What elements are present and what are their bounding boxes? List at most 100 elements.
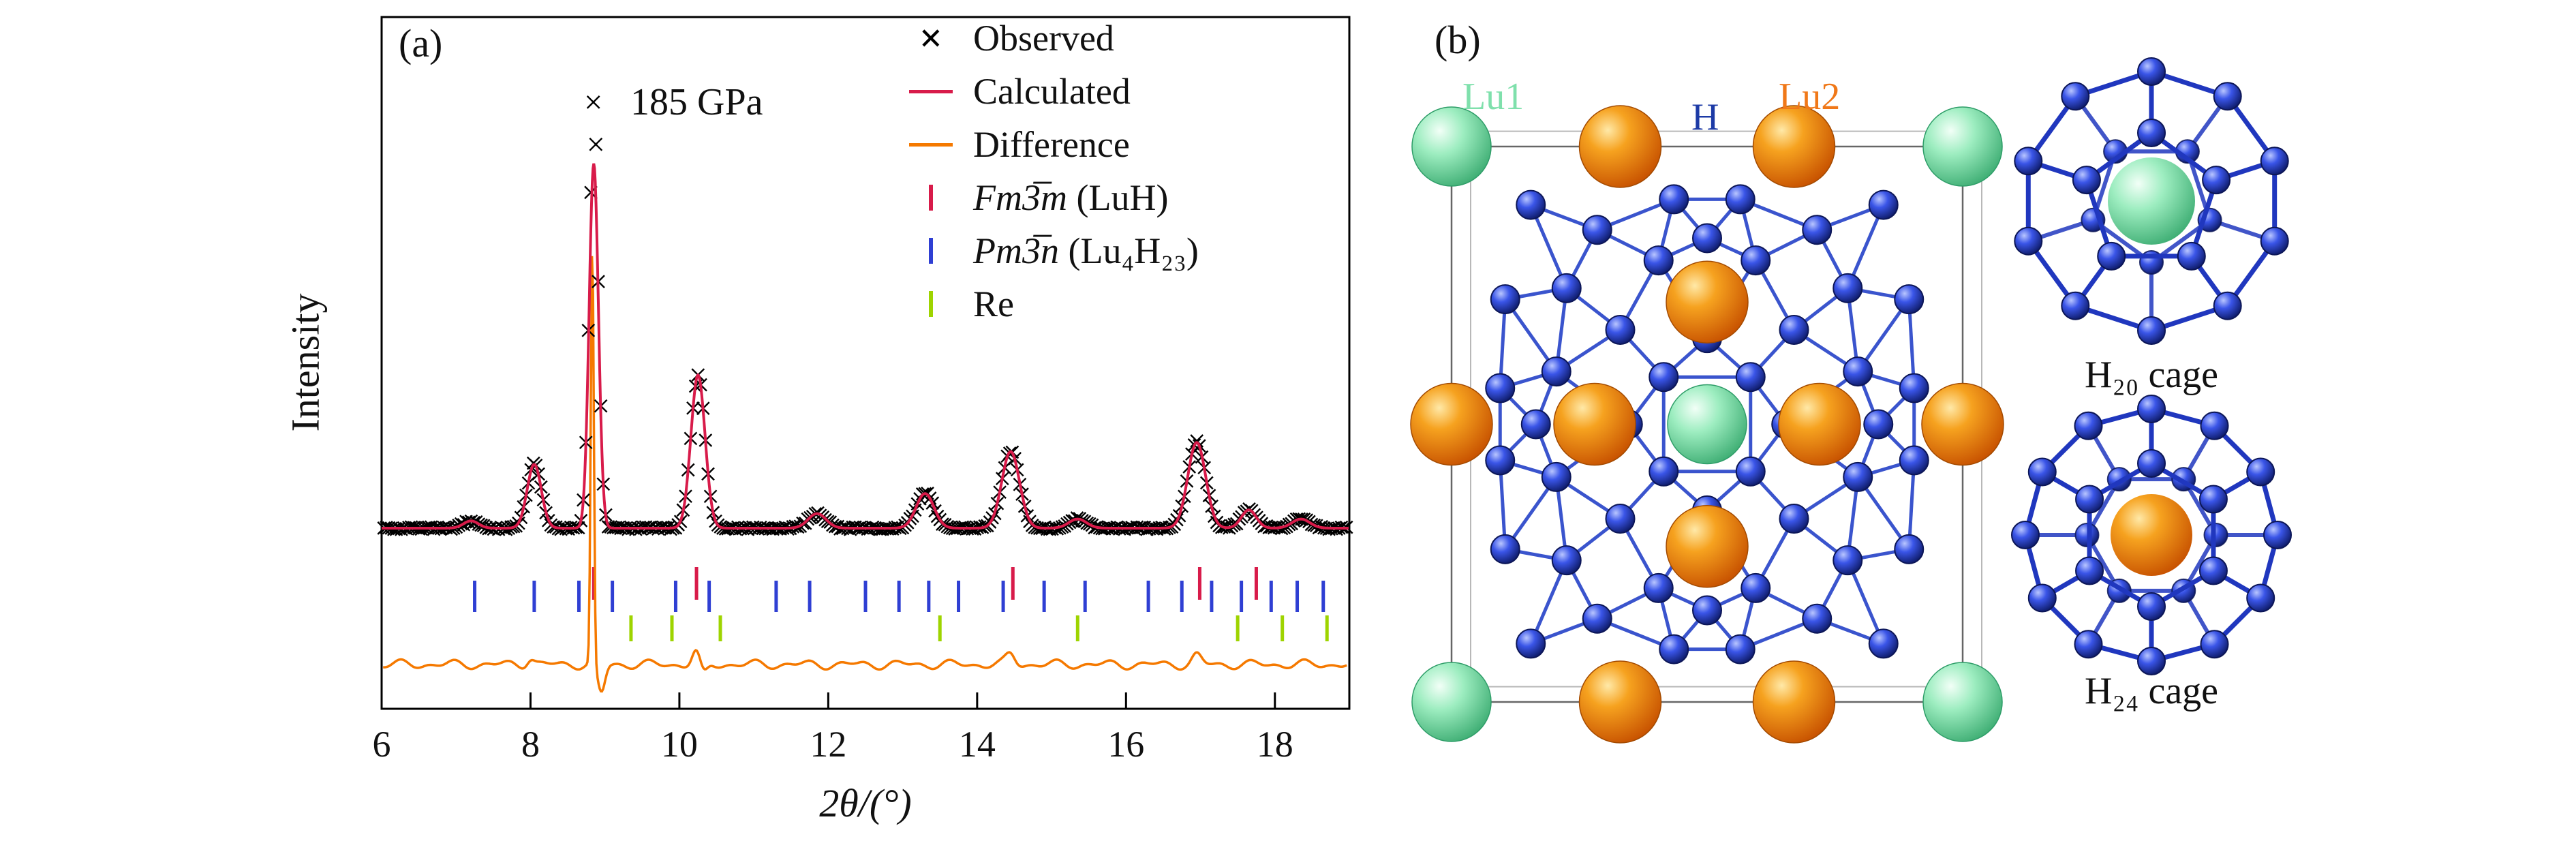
h-atom — [1779, 314, 1809, 345]
x-tick-label: 6 — [373, 724, 391, 765]
legend-label: Observed — [973, 18, 1114, 59]
h-atom — [2137, 395, 2166, 423]
line-swatch-icon — [906, 89, 955, 93]
label-lu2: Lu2 — [1779, 76, 1841, 118]
h-atom — [1485, 373, 1516, 403]
h-atom — [1741, 572, 1771, 603]
h-atom — [2263, 521, 2292, 549]
lu1-atom — [1411, 106, 1492, 187]
h-atom — [1833, 273, 1863, 303]
h-atom — [1894, 534, 1925, 564]
h-atom — [2260, 226, 2289, 256]
h-atom — [2200, 630, 2229, 659]
h-atom — [1899, 445, 1929, 476]
x-tick-label: 10 — [661, 724, 698, 765]
panel-a-tag: (a) — [399, 21, 443, 65]
difference-series — [383, 256, 1347, 693]
legend-label: Fm3̅m (LuH) — [973, 177, 1169, 218]
legend-label: Calculated — [973, 71, 1131, 112]
h-atom — [2074, 630, 2103, 659]
h-atom — [2213, 291, 2242, 320]
phase-ticks-1 — [473, 581, 1325, 612]
legend-item: × Observed — [906, 18, 1199, 59]
observed-series — [377, 95, 1353, 536]
h-atom — [2137, 119, 2166, 147]
h-atom — [2260, 147, 2289, 176]
h-atom — [2137, 592, 2166, 621]
h-atom — [1649, 456, 1679, 487]
xrd-chart: 6 8 10 12 14 16 18 — [373, 16, 1353, 765]
h-atom — [1516, 189, 1546, 220]
h-atom — [1551, 545, 1582, 576]
h24-cage-center-atom — [2111, 494, 2192, 576]
lu2-atom — [1553, 382, 1636, 466]
h20-cage — [2014, 57, 2289, 345]
h-atom — [1868, 628, 1899, 659]
h-atom — [2011, 521, 2040, 549]
h-atom — [2027, 457, 2057, 487]
lu2-atom — [1778, 382, 1861, 466]
h-atom — [2014, 226, 2043, 256]
h-atom — [1894, 284, 1925, 315]
h24-cage — [2011, 395, 2292, 675]
lu1-atoms — [1411, 106, 2003, 742]
h-atom — [1485, 445, 1516, 476]
h-atom — [2072, 166, 2101, 195]
lu2-atoms — [1410, 105, 2004, 744]
legend: × Observed Calculated Difference Fm3̅m (LuH)… — [906, 18, 1199, 324]
h-atom — [2137, 316, 2166, 345]
x-tick-label: 14 — [959, 724, 996, 765]
h-atom — [2200, 411, 2229, 440]
h-atom — [1659, 184, 1689, 215]
axes: 6 8 10 12 14 16 18 — [373, 16, 1351, 765]
h-atom — [1582, 603, 1612, 634]
h-atom — [1605, 314, 1636, 345]
h20-cage-front — [2014, 57, 2289, 345]
y-axis-label: Intensity — [283, 293, 328, 432]
h-atom — [2061, 291, 2090, 320]
crystal-structure — [1410, 57, 2292, 744]
h-atom — [1659, 634, 1689, 664]
h-atom — [1802, 215, 1833, 245]
h-atom — [2198, 556, 2228, 585]
legend-item: Pm3̅n (Lu₄H₂₃) — [906, 230, 1199, 271]
lu2-atom — [1578, 105, 1662, 188]
h-atom — [2137, 449, 2166, 478]
pressure-annotation: 185 GPa — [630, 81, 763, 123]
tick-marker-icon — [906, 238, 955, 264]
h-atom — [1735, 362, 1766, 393]
h20-cage-center-atom — [2108, 157, 2195, 245]
h-atom — [1735, 456, 1766, 487]
h-atom — [1725, 184, 1755, 215]
h-atom — [1899, 373, 1929, 403]
h-atom — [1551, 273, 1582, 303]
h-atom — [1490, 534, 1520, 564]
h-atom — [2202, 166, 2231, 195]
lu1-atom — [1922, 662, 2003, 742]
x-axis-label: 2θ/(°) — [819, 781, 912, 825]
h24-cage-back — [2025, 425, 2278, 645]
cross-marker-icon: × — [919, 16, 943, 61]
h-atom — [2014, 147, 2043, 176]
h-atom — [1520, 409, 1551, 440]
h-atom — [1643, 572, 1674, 603]
h-atom — [2198, 485, 2228, 514]
h-atom — [2027, 583, 2057, 613]
h-atom — [1868, 189, 1899, 220]
phase-ticks-0 — [592, 567, 1258, 600]
panel-b-tag: (b) — [1435, 18, 1481, 62]
h-atom — [1843, 356, 1873, 387]
h-atom — [1843, 461, 1873, 492]
label-h24-cage: H₂₄ cage — [2084, 670, 2219, 712]
label-h: H — [1691, 96, 1719, 138]
h-atom — [1802, 603, 1833, 634]
legend-item: Re — [906, 284, 1199, 324]
h-atom — [2246, 583, 2275, 613]
legend-label: Pm3̅n (Lu₄H₂₃) — [973, 230, 1199, 271]
lu2-atom — [1410, 382, 1493, 466]
lu2-atom — [1666, 505, 1749, 588]
line-swatch-icon — [906, 142, 955, 147]
h-atom — [2137, 647, 2166, 675]
h-atom — [1541, 356, 1571, 387]
